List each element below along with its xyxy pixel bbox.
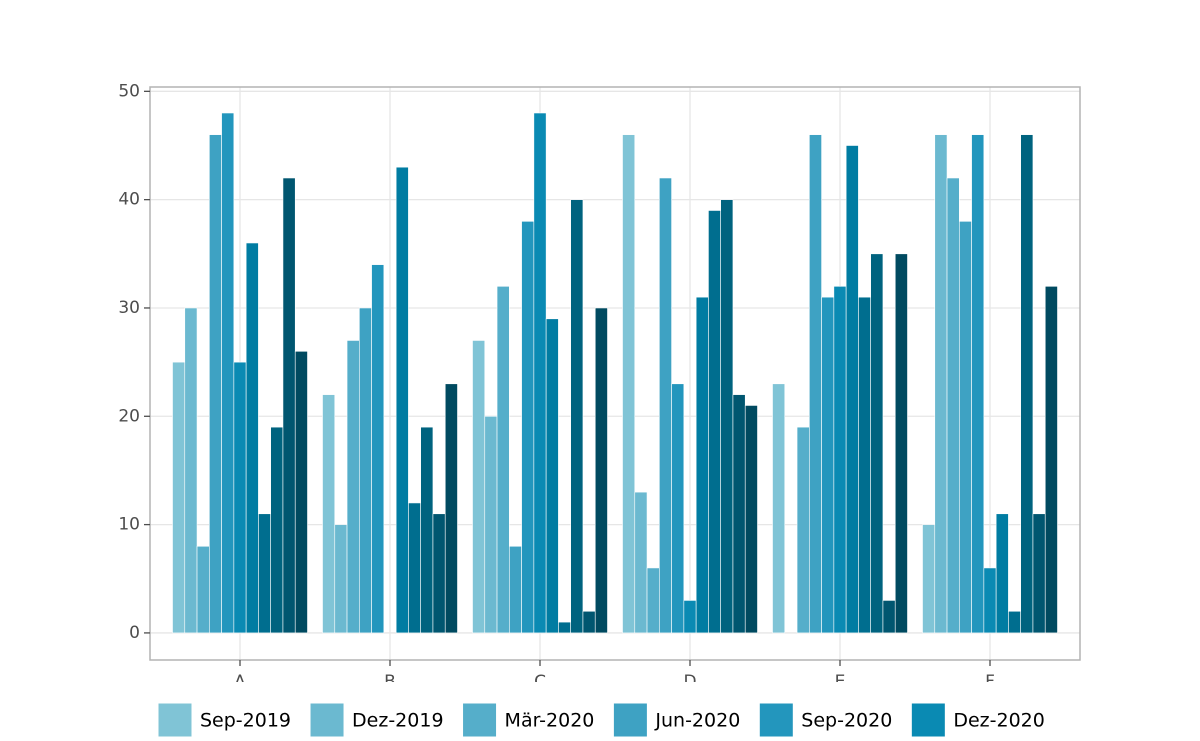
bar <box>882 600 896 634</box>
bar <box>496 286 510 634</box>
bar <box>708 210 721 634</box>
bar <box>622 134 636 634</box>
bar <box>744 405 758 634</box>
bar <box>582 610 596 634</box>
legend-swatch <box>462 702 498 738</box>
bar <box>509 545 522 634</box>
bar <box>334 524 348 634</box>
x-tick-label: E <box>835 672 846 692</box>
bar <box>533 112 547 634</box>
bar <box>444 383 458 634</box>
bar <box>484 415 498 634</box>
bar <box>809 134 822 634</box>
bar <box>472 340 486 634</box>
legend-label: Dez-2019 <box>352 710 444 732</box>
bar <box>1032 513 1046 634</box>
bar <box>245 242 259 634</box>
bar <box>683 600 697 634</box>
legend-label: Mär-2020 <box>505 710 595 732</box>
bar <box>359 307 372 634</box>
bar <box>371 264 385 634</box>
bar <box>395 166 409 634</box>
legend-label: Dez-2020 <box>953 710 1045 732</box>
bar <box>420 426 434 634</box>
bar <box>971 134 985 634</box>
legend-swatch <box>758 702 794 738</box>
bar <box>570 199 584 634</box>
x-tick-label: B <box>384 672 396 692</box>
bar <box>233 361 247 634</box>
bar <box>772 383 786 634</box>
bar <box>432 513 446 634</box>
x-tick-label: A <box>234 672 246 692</box>
bar <box>521 221 535 634</box>
bar <box>995 513 1009 634</box>
legend-swatch <box>157 702 193 738</box>
y-tick-label: 50 <box>118 81 140 101</box>
legend-label: Sep-2020 <box>801 710 892 732</box>
bar <box>1020 134 1034 634</box>
bar <box>558 621 571 634</box>
bar <box>1008 610 1021 634</box>
legend-label: Jun-2020 <box>654 710 740 732</box>
bar <box>196 545 210 634</box>
y-tick-label: 0 <box>129 623 140 643</box>
bar <box>184 307 198 634</box>
bar <box>545 318 559 634</box>
bar <box>634 491 648 634</box>
x-tick-label: C <box>534 672 546 692</box>
bar <box>646 567 660 634</box>
bar <box>671 383 685 634</box>
legend-swatch <box>910 702 946 738</box>
x-tick-label: F <box>985 672 995 692</box>
bar <box>1044 286 1058 634</box>
bar <box>946 177 960 634</box>
bar <box>322 394 336 634</box>
bar <box>796 426 810 634</box>
bar <box>934 134 948 634</box>
bar <box>172 361 186 634</box>
bar <box>659 177 672 634</box>
y-tick-label: 10 <box>118 515 140 535</box>
y-tick-label: 30 <box>118 298 140 318</box>
bar <box>695 296 709 634</box>
bar <box>732 394 746 634</box>
legend-swatch <box>612 702 648 738</box>
bar <box>346 340 360 634</box>
bar <box>720 199 734 634</box>
bar <box>294 350 308 634</box>
bar <box>282 177 296 634</box>
bar <box>408 502 421 634</box>
bar <box>594 307 608 634</box>
bar <box>845 145 859 634</box>
bar <box>221 112 235 634</box>
bar <box>858 296 871 634</box>
x-tick-label: D <box>683 672 696 692</box>
bar <box>258 513 271 634</box>
legend-swatch <box>309 702 345 738</box>
y-tick-label: 20 <box>118 406 140 426</box>
bar <box>894 253 908 634</box>
bar <box>922 524 936 634</box>
bar <box>833 286 847 634</box>
bar <box>821 296 835 634</box>
y-tick-label: 40 <box>118 190 140 210</box>
plot-border <box>149 86 1081 661</box>
bar <box>983 567 997 634</box>
legend-label: Sep-2019 <box>200 710 291 732</box>
bar <box>959 221 972 634</box>
bar <box>270 426 284 634</box>
bar <box>209 134 222 634</box>
bar <box>870 253 884 634</box>
